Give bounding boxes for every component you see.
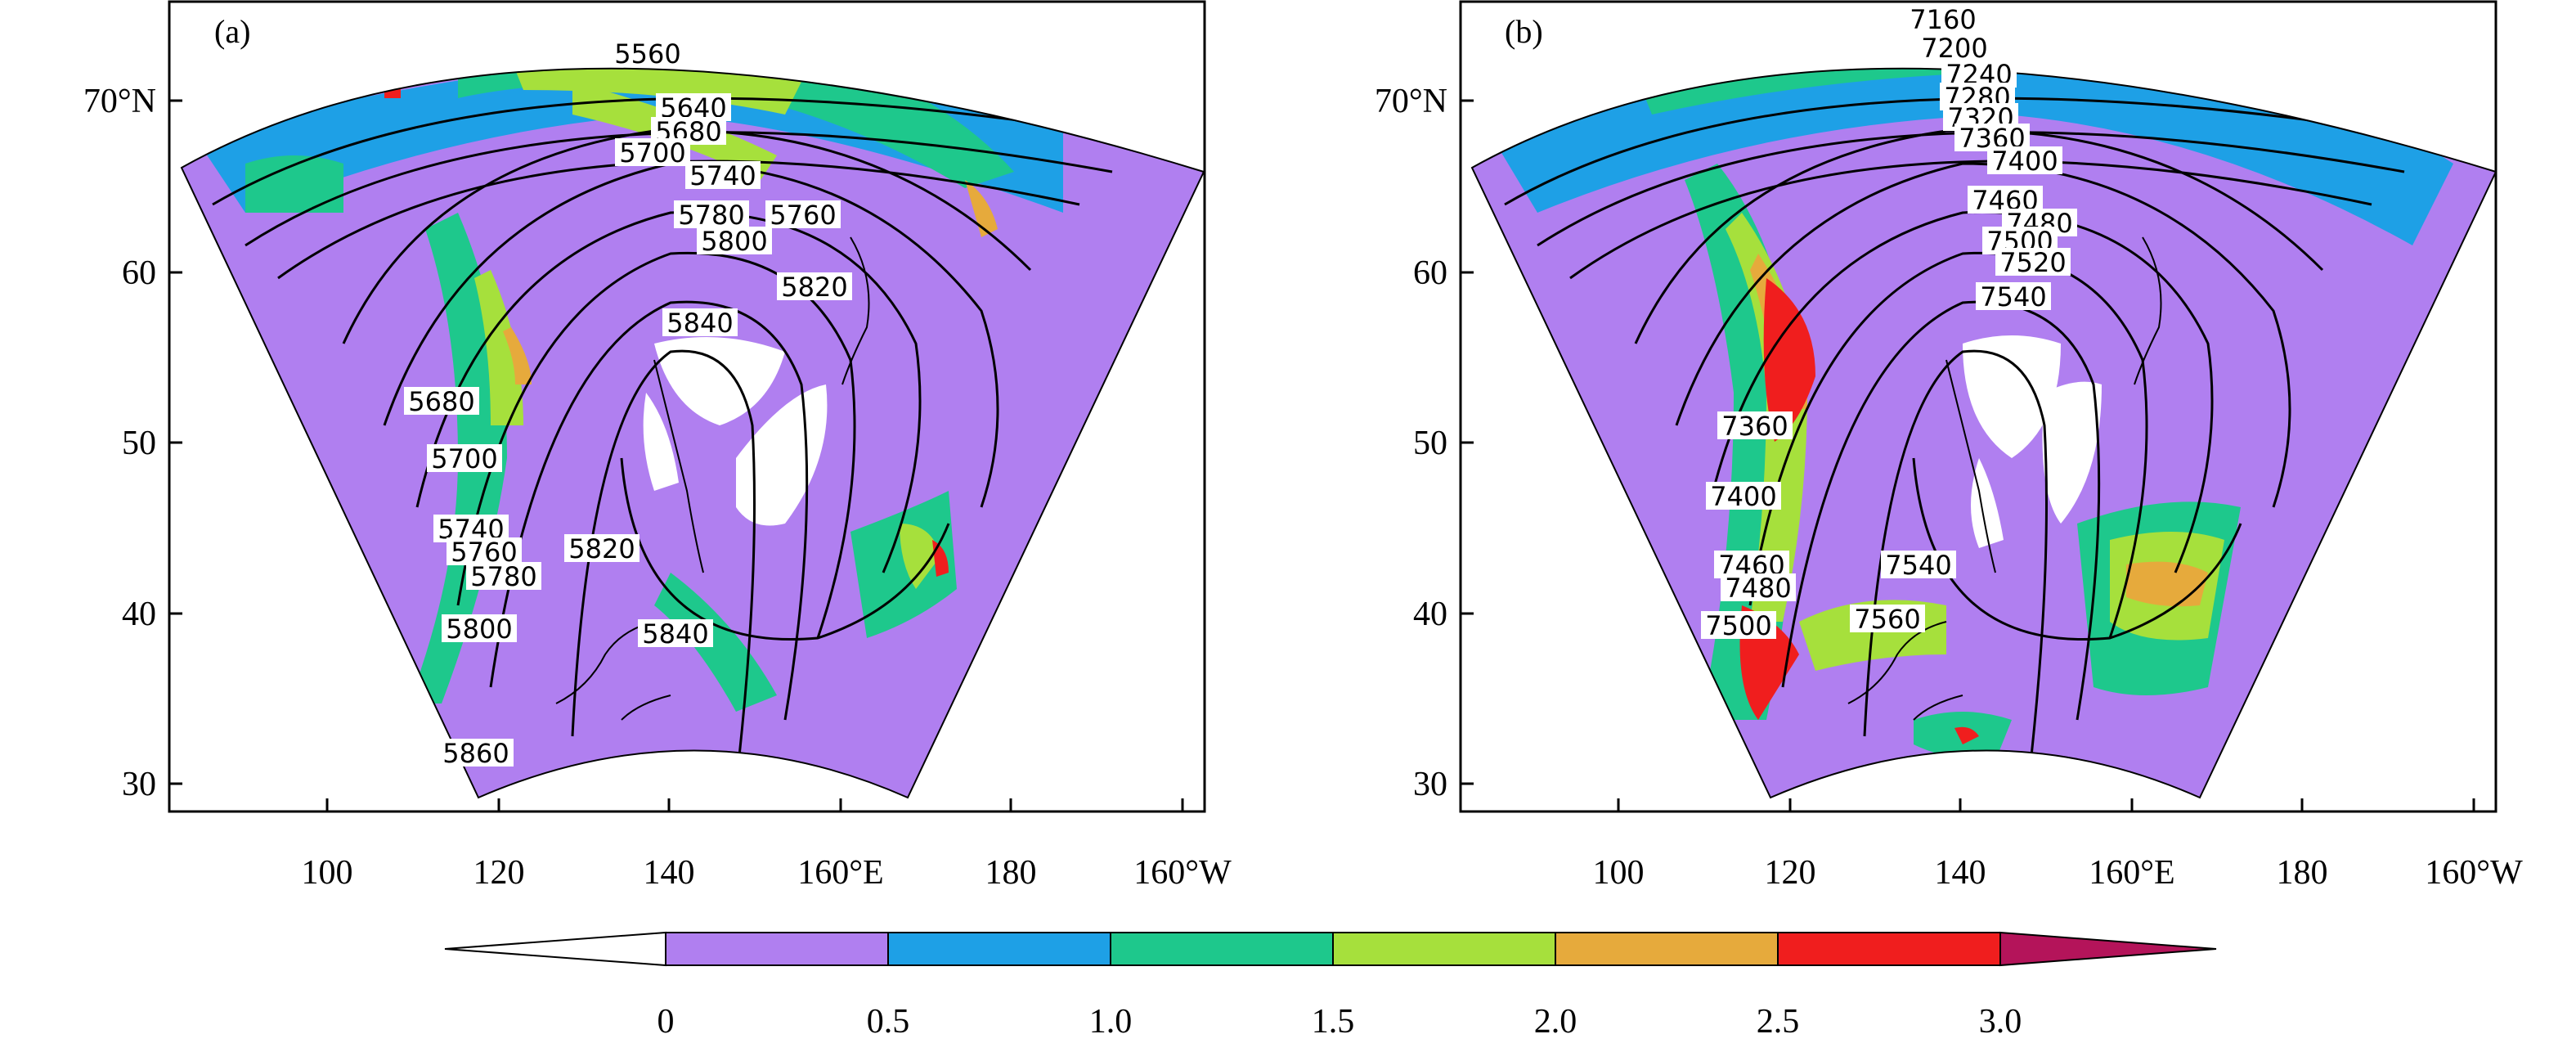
x-tick-label: 160°E xyxy=(2089,854,2174,892)
colorbar-label: 2.0 xyxy=(1534,1003,1577,1041)
svg-text:5840: 5840 xyxy=(666,308,733,339)
x-tick-label: 140 xyxy=(1935,854,1986,892)
contour-label: 7400 xyxy=(1987,146,2062,177)
contour-label: 5680 xyxy=(404,386,479,417)
panel-b-frame xyxy=(1459,0,2497,813)
svg-text:5780: 5780 xyxy=(678,200,744,231)
contour-label: 5800 xyxy=(442,614,517,645)
contour-label: 7160 xyxy=(1905,4,1981,35)
svg-text:5800: 5800 xyxy=(446,614,512,645)
panel-a-label: (a) xyxy=(214,13,250,50)
svg-text:7540: 7540 xyxy=(1980,281,2046,312)
svg-text:7540: 7540 xyxy=(1885,550,1951,581)
svg-text:5820: 5820 xyxy=(781,272,847,303)
contour-label: 5840 xyxy=(662,308,738,339)
x-tick-label: 140 xyxy=(644,854,695,892)
contour-label: 5760 xyxy=(765,200,841,231)
svg-text:7520: 7520 xyxy=(1999,247,2066,278)
svg-text:5680: 5680 xyxy=(408,386,474,417)
x-tick-label: 180 xyxy=(985,854,1037,892)
colorbar-segment xyxy=(1555,932,1779,966)
colorbar-high-triangle xyxy=(1999,931,2217,967)
contour-label: 5700 xyxy=(615,137,690,169)
contour-label: 5820 xyxy=(777,272,852,303)
contour-label: 5560 xyxy=(610,38,685,70)
svg-text:5700: 5700 xyxy=(431,443,497,474)
svg-text:7480: 7480 xyxy=(1725,573,1791,604)
panel-a-frame xyxy=(168,0,1206,813)
y-tick-label: 30 xyxy=(122,766,156,803)
x-tick-label: 100 xyxy=(302,854,353,892)
contour-label: 5740 xyxy=(685,160,761,191)
y-tick-label: 40 xyxy=(122,596,156,633)
svg-text:5560: 5560 xyxy=(614,38,680,70)
y-tick-label: 60 xyxy=(1413,254,1447,292)
contour-label: 7400 xyxy=(1706,481,1781,512)
y-tick-label: 50 xyxy=(1413,425,1447,462)
x-tick-label: 160°W xyxy=(2425,854,2523,892)
colorbar: 0 0.5 1.0 1.5 2.0 2.5 3.0 xyxy=(444,931,2217,1041)
colorbar-segment xyxy=(1110,932,1334,966)
colorbar-label: 1.0 xyxy=(1089,1003,1133,1041)
contour-label: 7500 xyxy=(1701,610,1776,641)
y-tick-label: 50 xyxy=(122,425,156,462)
colorbar-low-triangle xyxy=(444,931,666,967)
contour-label: 5780 xyxy=(466,561,541,592)
contour-label: 5840 xyxy=(638,618,713,650)
contour-label: 7480 xyxy=(1721,573,1796,604)
svg-text:5700: 5700 xyxy=(619,137,685,169)
x-tick-label: 100 xyxy=(1593,854,1645,892)
colorbar-segment xyxy=(1777,932,2001,966)
colorbar-label: 3.0 xyxy=(1979,1003,2022,1041)
svg-text:7160: 7160 xyxy=(1910,4,1976,35)
svg-text:7560: 7560 xyxy=(1854,604,1920,635)
y-tick-label: 70°N xyxy=(83,83,156,120)
contour-label: 7520 xyxy=(1995,247,2071,278)
svg-text:5780: 5780 xyxy=(470,561,536,592)
y-tick-label: 70°N xyxy=(1375,83,1447,120)
contour-label: 5860 xyxy=(438,738,514,769)
contour-label: 5820 xyxy=(564,533,640,564)
colorbar-label: 2.5 xyxy=(1757,1003,1800,1041)
svg-text:7200: 7200 xyxy=(1921,33,1987,64)
colorbar-segment xyxy=(1332,932,1556,966)
x-tick-label: 120 xyxy=(473,854,525,892)
contour-label: 5800 xyxy=(697,226,772,257)
y-tick-label: 60 xyxy=(122,254,156,292)
svg-text:5740: 5740 xyxy=(689,160,756,191)
svg-text:5800: 5800 xyxy=(701,226,767,257)
svg-text:5820: 5820 xyxy=(568,533,635,564)
contour-label: 5780 xyxy=(674,200,749,231)
colorbar-label: 1.5 xyxy=(1312,1003,1355,1041)
axes: 70°N 60 50 40 30 100 120 140 160°E 180 160°W 70°N 60… xyxy=(83,83,2523,892)
svg-text:5840: 5840 xyxy=(642,618,708,650)
contour-label: 7200 xyxy=(1917,33,1992,64)
contour-label: 7360 xyxy=(1717,411,1793,442)
colorbar-label: 0.5 xyxy=(867,1003,910,1041)
colorbar-segment xyxy=(887,932,1111,966)
contour-label: 5700 xyxy=(427,443,502,474)
y-tick-label: 40 xyxy=(1413,596,1447,633)
x-tick-label: 160°E xyxy=(797,854,883,892)
svg-text:5860: 5860 xyxy=(442,738,509,769)
colorbar-segment xyxy=(665,932,889,966)
y-tick-label: 30 xyxy=(1413,766,1447,803)
panel-b-label: (b) xyxy=(1505,13,1543,50)
x-tick-label: 160°W xyxy=(1133,854,1232,892)
colorbar-label: 0 xyxy=(657,1003,675,1041)
svg-text:7360: 7360 xyxy=(1721,411,1788,442)
contour-label: 7560 xyxy=(1850,604,1925,635)
x-tick-label: 120 xyxy=(1765,854,1816,892)
svg-text:5760: 5760 xyxy=(770,200,836,231)
svg-text:7400: 7400 xyxy=(1710,481,1776,512)
contour-label: 7540 xyxy=(1976,281,2051,312)
svg-text:7400: 7400 xyxy=(1991,146,2058,177)
contour-label: 7540 xyxy=(1881,550,1956,581)
x-tick-label: 180 xyxy=(2277,854,2328,892)
svg-text:7500: 7500 xyxy=(1705,610,1771,641)
